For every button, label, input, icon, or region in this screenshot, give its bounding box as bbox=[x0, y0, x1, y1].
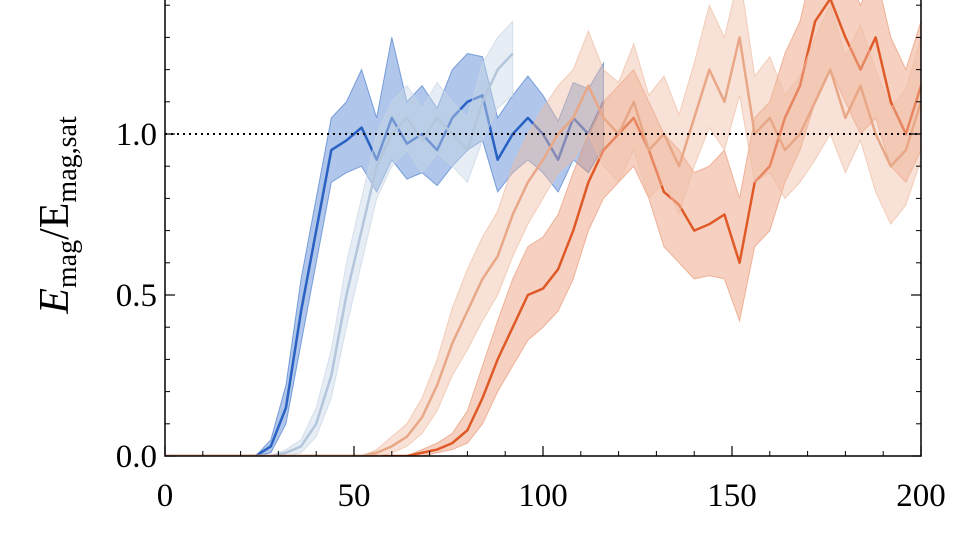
line bbox=[165, 36, 921, 456]
y-label-subscript: mag,sat bbox=[52, 116, 83, 203]
line bbox=[165, 94, 605, 456]
band bbox=[165, 20, 514, 456]
x-tick-label: 100 bbox=[518, 478, 568, 514]
x-tick-label: 0 bbox=[157, 478, 174, 514]
y-label-text: E bbox=[32, 288, 78, 315]
x-tick-label: 150 bbox=[707, 478, 757, 514]
line bbox=[165, 0, 921, 456]
line bbox=[165, 52, 514, 456]
axes: 0 50 100 150 200 0.0 0.5 1.0 bbox=[116, 0, 946, 514]
y-tick-label: 1.0 bbox=[116, 117, 157, 153]
x-tick-label: 50 bbox=[338, 478, 371, 514]
band bbox=[165, 0, 921, 456]
plot-area bbox=[165, 0, 921, 456]
y-tick-label: 0.5 bbox=[116, 278, 157, 314]
y-label-text: /E bbox=[32, 203, 78, 240]
y-label-subscript: mag bbox=[52, 240, 83, 288]
band bbox=[165, 0, 921, 456]
y-tick-label: 0.0 bbox=[116, 439, 157, 475]
y-axis-label: Emag/Emag,sat bbox=[32, 116, 83, 315]
x-tick-label: 200 bbox=[896, 478, 946, 514]
